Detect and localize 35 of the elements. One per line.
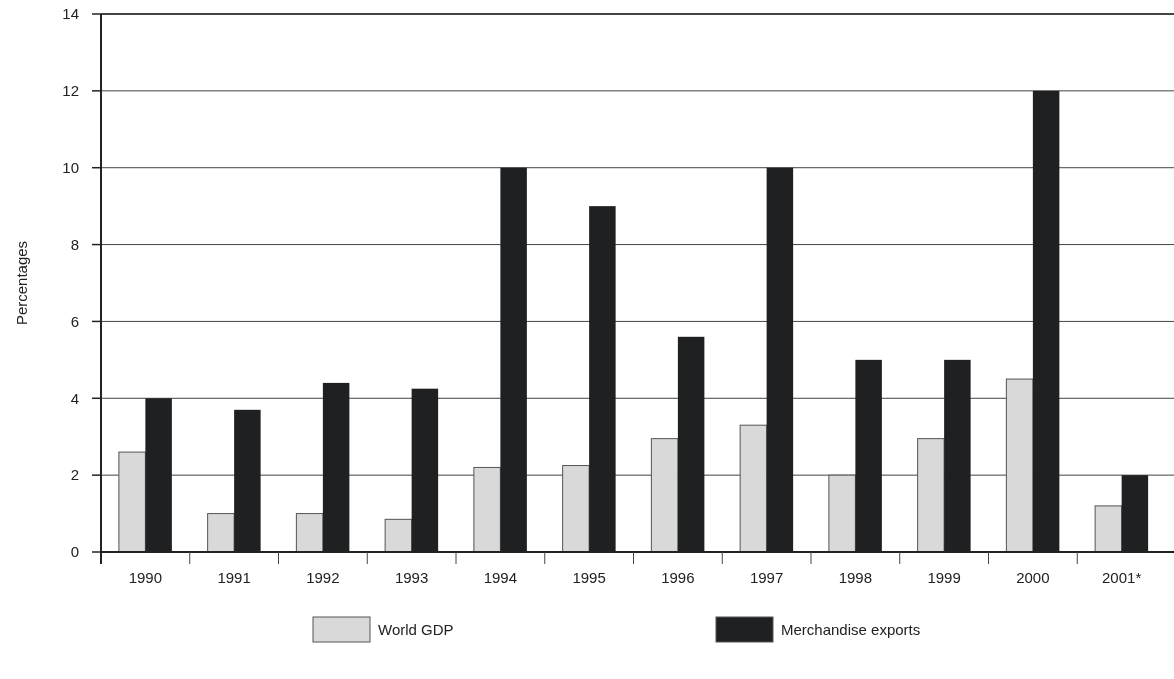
x-tick-label: 1995	[572, 569, 606, 586]
x-tick-label: 1994	[483, 569, 518, 586]
x-tick-label: 2000	[1016, 569, 1050, 586]
bar	[917, 438, 945, 553]
x-tick-label: 1993	[394, 569, 429, 586]
legend-label: World GDP	[378, 621, 454, 638]
bar	[384, 518, 413, 553]
y-tick-label: 12	[62, 82, 79, 100]
bar	[473, 466, 501, 553]
y-tick-label: 8	[70, 235, 79, 253]
x-tick-label: 2001*	[1102, 569, 1142, 586]
y-tick-label: 10	[62, 158, 79, 176]
bar	[1094, 505, 1123, 553]
y-tick-label: 4	[70, 389, 79, 407]
bar	[1005, 378, 1034, 553]
x-tick-label: 1992	[306, 569, 340, 586]
bar	[739, 424, 768, 553]
x-tick-label: 1999	[927, 569, 961, 586]
bar	[295, 513, 324, 553]
y-tick-label: 0	[70, 543, 79, 561]
y-axis-title: Percentages	[13, 240, 30, 326]
bar	[828, 474, 856, 553]
y-tick-label: 6	[70, 312, 79, 330]
bar	[207, 513, 235, 553]
x-tick-label: 1990	[128, 569, 163, 586]
bar	[562, 465, 590, 553]
y-tick-label: 14	[62, 5, 79, 23]
bar	[650, 438, 679, 553]
bar	[118, 451, 146, 553]
y-tick-label: 2	[70, 466, 79, 484]
x-tick-label: 1998	[838, 569, 873, 586]
x-tick-label: 1997	[749, 569, 784, 586]
x-tick-label: 1991	[217, 569, 251, 586]
x-tick-label: 1996	[661, 569, 695, 586]
legend-label: Merchandise exports	[781, 621, 921, 638]
